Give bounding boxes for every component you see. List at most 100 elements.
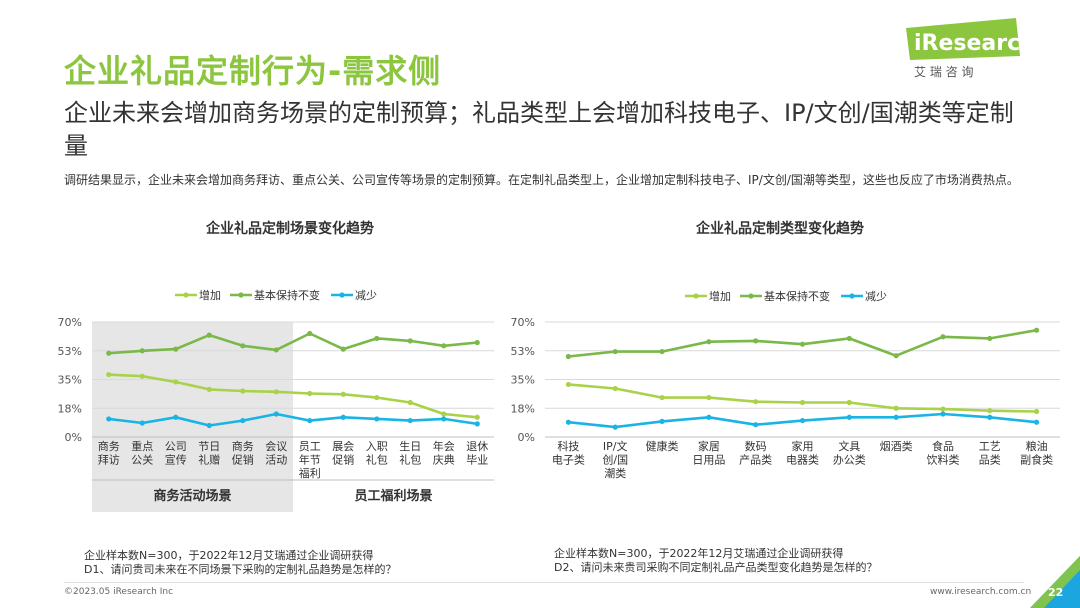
x-tick-label: 数码: [745, 440, 767, 453]
data-point-decrease: [106, 416, 112, 422]
footnote-left-sample: 企业样本数N=300，于2022年12月艾瑞通过企业调研获得: [84, 549, 374, 562]
y-tick-label: 18%: [511, 402, 535, 415]
x-tick-label: 潮类: [604, 466, 626, 480]
x-tick-label: 拜访: [98, 454, 120, 467]
x-tick-label: 产品类: [739, 453, 772, 467]
x-tick-label: 食品: [932, 439, 954, 453]
x-tick-label: 促销: [232, 453, 254, 467]
x-tick-label: 礼包: [399, 453, 421, 467]
data-point-unchanged: [273, 347, 279, 353]
data-point-unchanged: [846, 335, 852, 342]
data-point-decrease: [407, 417, 413, 424]
data-point-decrease: [753, 422, 759, 428]
chart-title-types: 企业礼品定制类型变化趋势: [696, 221, 864, 237]
data-point-unchanged: [1033, 327, 1040, 333]
data-point-increase: [846, 399, 852, 406]
data-point-unchanged: [987, 335, 993, 342]
page-title: 企业礼品定制行为-需求侧: [64, 52, 442, 90]
x-tick-label: 工艺: [979, 440, 1001, 453]
legend-marker-increase: [183, 292, 189, 298]
data-point-decrease: [340, 414, 346, 420]
page-number: 22: [1048, 586, 1064, 599]
series-line-unchanged: [107, 332, 479, 355]
y-tick-label: 35%: [58, 374, 82, 387]
logo-banner-shape: [906, 18, 1020, 60]
x-tick-label: 礼赠: [198, 453, 220, 467]
data-point-increase: [307, 390, 313, 397]
x-tick-label: 宣传: [165, 453, 187, 467]
series-line-decrease: [107, 412, 479, 427]
data-point-decrease: [846, 414, 852, 420]
data-point-decrease: [374, 416, 380, 422]
x-tick-label: 副食类: [1020, 453, 1053, 467]
x-tick-label: IP/文: [603, 439, 628, 453]
x-tick-label: 烟酒类: [880, 439, 913, 453]
footer-corner-decoration: [1030, 556, 1080, 608]
x-tick-label: 年节: [299, 453, 321, 467]
x-tick-label: 创/国: [602, 454, 628, 467]
data-point-increase: [240, 388, 246, 394]
x-tick-label: 退休: [466, 440, 488, 453]
x-tick-label: 展会: [332, 440, 354, 453]
data-point-increase: [987, 408, 993, 414]
data-point-unchanged: [659, 348, 665, 355]
x-tick-label: 入职: [366, 440, 388, 453]
x-tick-label: 品类: [979, 453, 1001, 467]
x-tick-label: 健康类: [646, 439, 679, 453]
data-point-decrease: [474, 421, 480, 427]
legend-marker-unchanged: [748, 293, 754, 299]
page-description: 调研结果显示，企业未来会增加商务拜访、重点公关、公司宣传等场景的定制预算。在定制…: [64, 173, 1019, 187]
x-tick-label: 员工: [299, 440, 321, 453]
page-subtitle: 企业未来会增加商务场景的定制预算；礼品类型上会增加科技电子、IP/文创/国潮类等…: [64, 99, 1014, 160]
x-tick-label: 促销: [332, 453, 354, 467]
data-point-unchanged: [374, 335, 380, 342]
x-tick-label: 粮油: [1026, 439, 1048, 453]
y-tick-label: 70%: [511, 316, 535, 329]
data-point-decrease: [706, 414, 712, 420]
y-tick-label: 53%: [511, 345, 535, 358]
x-tick-label: 年会: [433, 439, 455, 453]
group-label-1: 员工福利场景: [354, 488, 432, 504]
data-point-unchanged: [612, 348, 618, 355]
data-point-increase: [441, 411, 447, 417]
y-tick-label: 70%: [58, 316, 82, 329]
data-point-unchanged: [240, 343, 246, 349]
x-tick-label: 重点: [131, 439, 153, 453]
data-point-increase: [753, 399, 759, 405]
x-tick-label: 公司: [165, 440, 187, 453]
data-point-increase: [173, 379, 179, 385]
footnote-right-question: D2、请问未来贵司采购不同定制礼品产品类型变化趋势是怎样的？: [554, 561, 878, 574]
x-tick-label: 家居: [698, 439, 720, 453]
x-tick-label: 科技: [557, 439, 579, 453]
legend-label-increase: 增加: [199, 288, 221, 302]
x-tick-label: 饮料类: [926, 453, 959, 467]
x-tick-label: 节日: [198, 440, 220, 453]
data-point-increase: [799, 399, 806, 406]
data-point-unchanged: [565, 353, 572, 360]
data-point-unchanged: [106, 350, 112, 356]
data-point-increase: [474, 414, 480, 420]
legend-marker-decrease: [849, 293, 855, 299]
data-point-increase: [612, 385, 618, 392]
data-point-decrease: [612, 424, 618, 430]
series-line-increase: [107, 373, 479, 419]
data-point-increase: [1033, 408, 1040, 415]
y-tick-label: 18%: [58, 402, 82, 415]
data-point-unchanged: [206, 332, 212, 338]
data-point-decrease: [273, 411, 279, 417]
y-tick-label: 53%: [58, 345, 82, 358]
data-point-decrease: [1033, 419, 1040, 425]
data-point-unchanged: [340, 346, 346, 352]
legend-label-decrease: 减少: [865, 290, 887, 303]
data-point-decrease: [940, 411, 946, 417]
data-point-decrease: [441, 416, 447, 422]
data-point-unchanged: [940, 334, 946, 340]
website-link[interactable]: www.iresearch.com.cn: [930, 587, 1032, 597]
logo-subtitle: 艾 瑞 咨 询: [914, 64, 973, 79]
legend-label-unchanged: 基本保持不变: [764, 289, 830, 303]
x-tick-label: 福利: [299, 466, 321, 480]
data-point-increase: [407, 399, 413, 406]
data-point-unchanged: [799, 341, 806, 347]
footnote-right-sample: 企业样本数N=300，于2022年12月艾瑞通过企业调研获得: [554, 547, 844, 560]
